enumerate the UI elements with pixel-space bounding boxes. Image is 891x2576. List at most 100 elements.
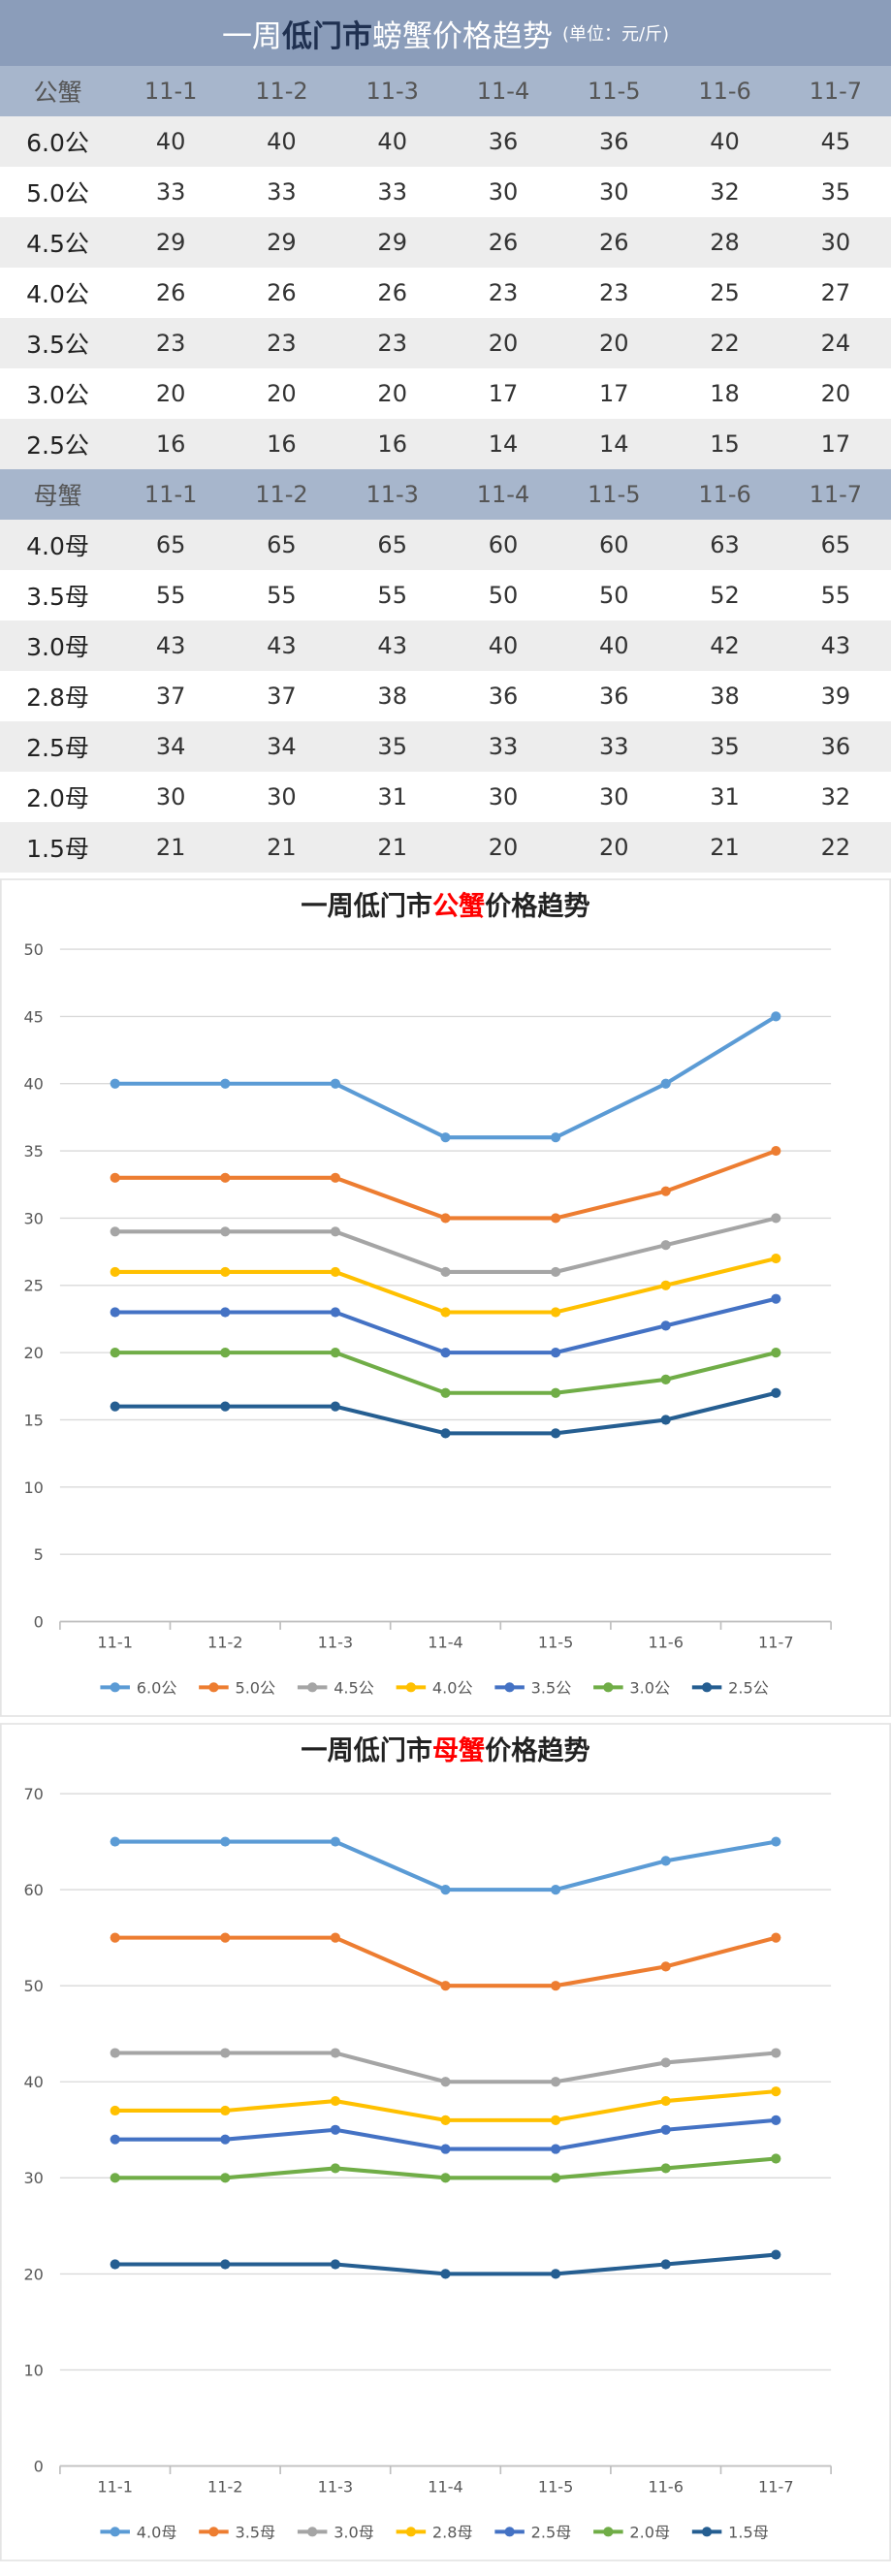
title-part: 低门市 (281, 18, 372, 54)
cell: 40 (447, 620, 559, 671)
header-cell: 11-2 (226, 66, 337, 116)
point (551, 2115, 561, 2125)
cell: 16 (336, 419, 448, 469)
point (551, 1885, 561, 1895)
point (660, 2057, 671, 2068)
cell: 20 (226, 368, 337, 419)
cell: 6.0公 (0, 116, 115, 167)
cell: 23 (336, 318, 448, 368)
point (330, 2163, 340, 2174)
point (220, 2048, 231, 2058)
cell: 29 (226, 217, 337, 268)
cell: 20 (558, 318, 670, 368)
legend-marker (405, 2527, 416, 2537)
cell: 65 (226, 520, 337, 570)
cell: 30 (115, 772, 227, 822)
cell: 55 (336, 570, 448, 620)
cell: 36 (447, 671, 559, 721)
cell: 35 (669, 721, 780, 772)
point (330, 1078, 340, 1089)
point (220, 1172, 231, 1183)
legend-label: 2.5母 (531, 2523, 572, 2541)
x-tick-label: 11-2 (207, 1634, 243, 1652)
point (551, 2173, 561, 2183)
header-row: 母蟹 11-1 11-2 11-3 11-4 11-5 11-6 11-7 (0, 469, 891, 520)
point (771, 2153, 781, 2164)
unit: (单位：元/斤) (561, 24, 670, 45)
header-cell: 11-3 (336, 469, 448, 520)
legend-label: 2.5公 (728, 1678, 769, 1697)
y-tick-label: 35 (23, 1142, 43, 1161)
cell: 29 (336, 217, 448, 268)
cell: 36 (558, 671, 670, 721)
cell: 5.0公 (0, 167, 115, 217)
cell: 15 (669, 419, 780, 469)
point (660, 1240, 671, 1251)
header-cell: 母蟹 (0, 469, 115, 520)
cell: 36 (780, 721, 891, 772)
y-tick-label: 60 (23, 1881, 43, 1899)
row: 4.0母 65 65 65 60 60 63 65 (0, 520, 891, 570)
point (660, 1280, 671, 1290)
point (771, 1011, 781, 1022)
point (110, 1226, 120, 1237)
header-cell: 11-2 (226, 469, 337, 520)
point (440, 2173, 451, 2183)
point (330, 1836, 340, 1847)
legend-marker (504, 1682, 515, 1693)
point (110, 1836, 120, 1847)
point (771, 1145, 781, 1157)
cell: 30 (447, 772, 559, 822)
x-tick-label: 11-5 (538, 2478, 574, 2496)
cell: 50 (447, 570, 559, 620)
cell: 18 (669, 368, 780, 419)
cell: 21 (226, 822, 337, 873)
y-tick-label: 10 (23, 1479, 43, 1497)
point (551, 1213, 561, 1224)
cell: 23 (226, 318, 337, 368)
legend-label: 3.0公 (629, 1678, 670, 1697)
row: 2.5母 34 34 35 33 33 35 36 (0, 721, 891, 772)
legend-label: 4.5公 (334, 1678, 374, 1697)
cell: 28 (669, 217, 780, 268)
x-tick-label: 11-7 (758, 2478, 794, 2496)
point (771, 1293, 781, 1304)
cell: 30 (447, 167, 559, 217)
cell: 40 (226, 116, 337, 167)
point (220, 1932, 231, 1943)
cell: 17 (780, 419, 891, 469)
cell: 40 (669, 116, 780, 167)
cell: 33 (558, 721, 670, 772)
legend-label: 5.0公 (235, 1678, 275, 1697)
cell: 34 (115, 721, 227, 772)
cell: 43 (226, 620, 337, 671)
cell: 20 (336, 368, 448, 419)
title-part: 价格趋势 (485, 1735, 589, 1765)
point (110, 2173, 120, 2183)
y-tick-label: 15 (23, 1411, 43, 1429)
legend-marker (702, 2527, 713, 2537)
cell: 60 (558, 520, 670, 570)
point (440, 1213, 451, 1224)
x-tick-label: 11-5 (538, 1634, 574, 1652)
legend-marker (110, 1682, 120, 1693)
header-cell: 11-5 (558, 469, 670, 520)
point (551, 2269, 561, 2279)
point (330, 1172, 340, 1183)
x-tick-label: 11-6 (648, 1634, 684, 1652)
title-part: 一周低门市 (301, 1734, 432, 1765)
cell: 33 (336, 167, 448, 217)
point (660, 2124, 671, 2135)
row: 3.5母 55 55 55 50 50 52 55 (0, 570, 891, 620)
cell: 65 (115, 520, 227, 570)
title-part: 母蟹 (432, 1735, 485, 1765)
cell: 35 (336, 721, 448, 772)
point (110, 2048, 120, 2058)
point (110, 2134, 120, 2145)
cell: 63 (669, 520, 780, 570)
point (440, 1981, 451, 1991)
point (330, 2124, 340, 2135)
point (660, 1856, 671, 1866)
cell: 50 (558, 570, 670, 620)
cell: 33 (115, 167, 227, 217)
